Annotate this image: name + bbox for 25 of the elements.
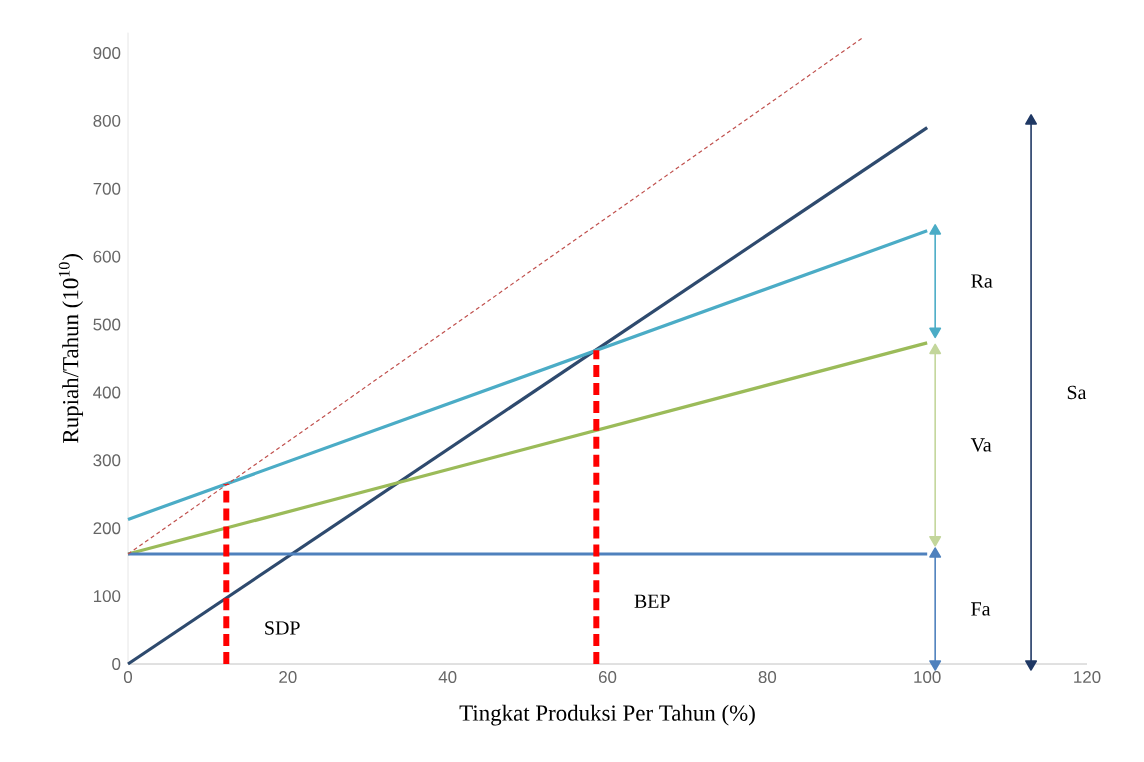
y-tick-label: 900 <box>93 47 121 59</box>
y-tick-label: 400 <box>93 386 121 399</box>
series-label: BEP <box>634 594 670 608</box>
y-tick-label: 500 <box>93 318 121 331</box>
y-tick-label: 700 <box>93 182 121 195</box>
x-tick-label: 120 <box>1074 671 1101 684</box>
series-label: Sa <box>1067 385 1087 400</box>
series-label: Va <box>970 438 992 452</box>
series-label: SDP <box>265 621 300 635</box>
y-tick-label: 200 <box>93 522 121 535</box>
y-tick-label: 300 <box>93 454 121 467</box>
x-tick-label: 80 <box>758 671 777 684</box>
y-tick-label: 0 <box>112 658 121 670</box>
y-tick-label: 600 <box>93 250 121 263</box>
x-tick-label: 20 <box>279 671 297 684</box>
y-axis-title: Rupiah/Tahun (10$^{10}$) <box>58 254 84 443</box>
y-tick-label: 800 <box>93 114 121 127</box>
x-tick-label: 40 <box>438 671 457 684</box>
x-tick-label: 60 <box>598 671 617 684</box>
x-axis-title: Tingkat Produksi Per Tahun (%) <box>459 704 755 726</box>
series-label: Fa <box>971 602 991 616</box>
y-tick-label: 100 <box>93 590 121 603</box>
x-tick-label: 100 <box>914 671 941 684</box>
series-label: Ra <box>971 274 993 288</box>
x-tick-label: 0 <box>123 671 133 684</box>
